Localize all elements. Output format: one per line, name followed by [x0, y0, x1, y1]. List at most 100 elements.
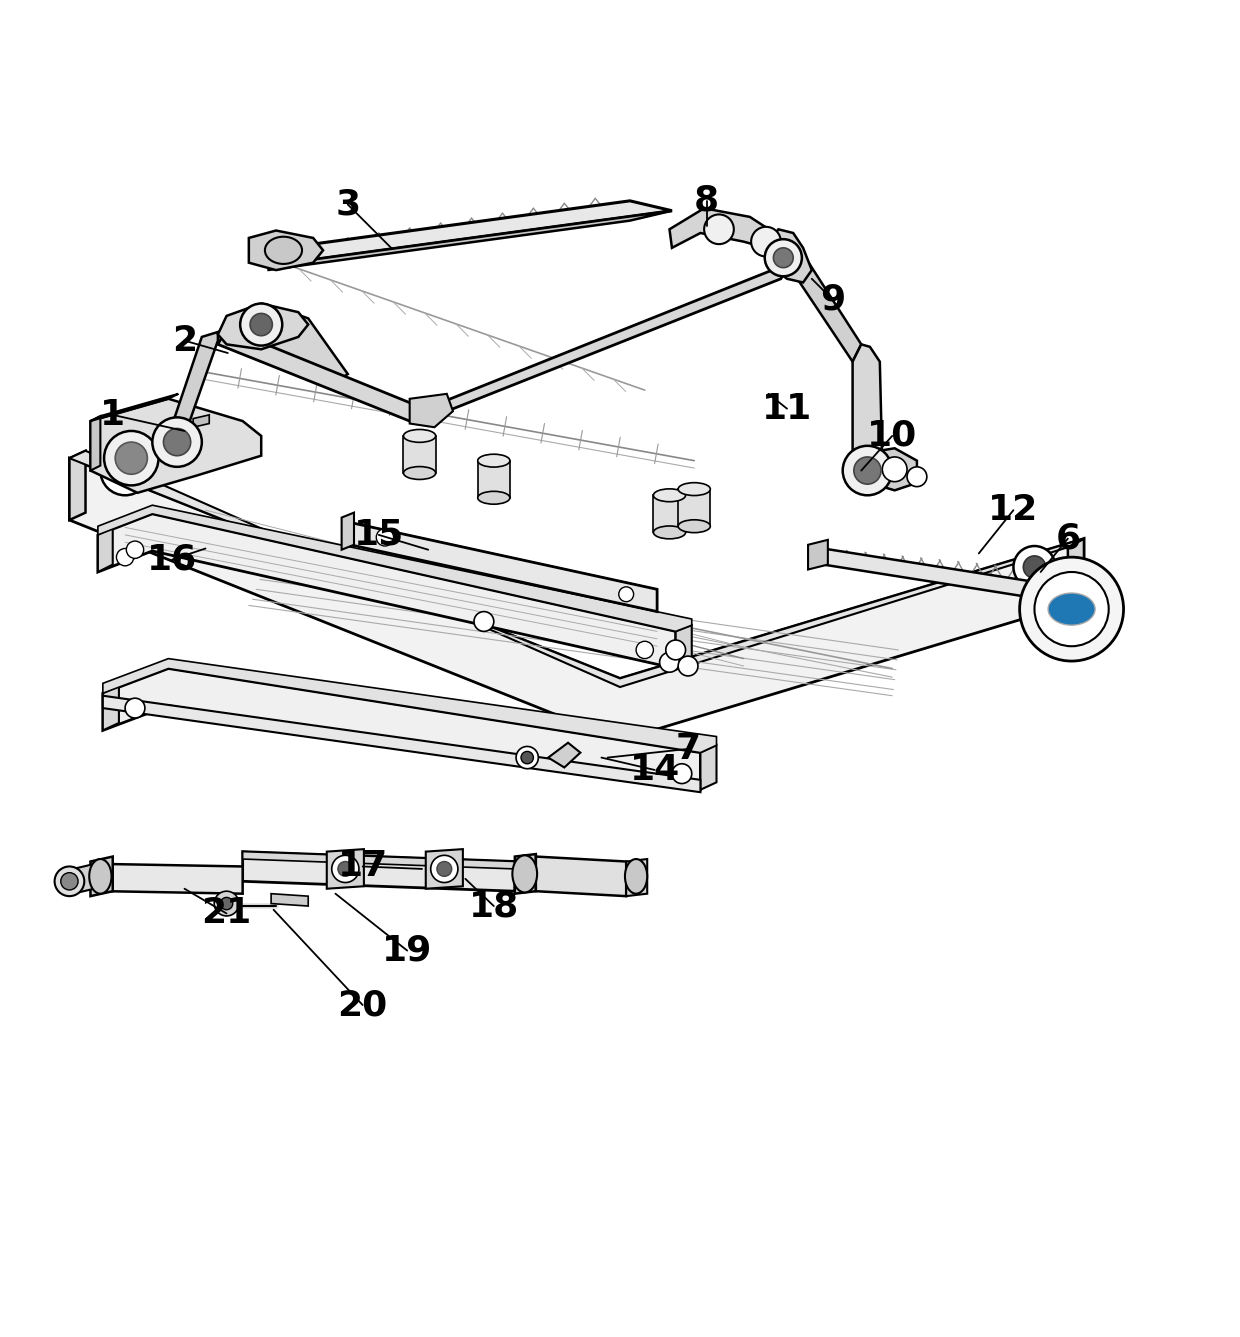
Ellipse shape [403, 467, 435, 480]
Text: 8: 8 [694, 183, 719, 218]
Circle shape [843, 445, 893, 495]
Polygon shape [342, 512, 353, 550]
Polygon shape [218, 303, 309, 349]
Text: 1: 1 [100, 398, 125, 432]
Polygon shape [98, 513, 676, 668]
Polygon shape [853, 345, 883, 473]
Text: 15: 15 [353, 517, 404, 552]
Ellipse shape [512, 856, 537, 892]
Text: 11: 11 [761, 392, 812, 425]
Circle shape [854, 457, 882, 484]
Circle shape [55, 866, 84, 896]
Polygon shape [69, 451, 1084, 687]
Text: 19: 19 [382, 933, 433, 968]
Polygon shape [775, 235, 794, 257]
Text: 3: 3 [335, 187, 361, 222]
Polygon shape [670, 209, 779, 250]
Circle shape [376, 528, 393, 545]
Polygon shape [69, 459, 1084, 741]
Polygon shape [73, 864, 94, 893]
Polygon shape [701, 745, 717, 790]
Circle shape [153, 417, 202, 467]
Ellipse shape [477, 491, 510, 504]
Polygon shape [169, 332, 218, 445]
Ellipse shape [265, 237, 303, 263]
Circle shape [1023, 556, 1045, 578]
Polygon shape [239, 310, 347, 386]
Circle shape [125, 698, 145, 718]
Circle shape [100, 445, 150, 495]
Circle shape [436, 861, 451, 876]
Ellipse shape [653, 525, 686, 539]
Polygon shape [91, 398, 262, 493]
Ellipse shape [678, 520, 711, 532]
Ellipse shape [1048, 594, 1095, 626]
Polygon shape [515, 854, 536, 893]
Text: 9: 9 [820, 283, 846, 317]
Polygon shape [403, 436, 435, 473]
Circle shape [883, 457, 906, 481]
Circle shape [250, 313, 273, 336]
Text: 16: 16 [148, 543, 197, 576]
Polygon shape [107, 864, 243, 893]
Circle shape [115, 443, 148, 475]
Polygon shape [849, 448, 916, 491]
Circle shape [751, 227, 781, 257]
Text: 6: 6 [1055, 521, 1080, 556]
Polygon shape [678, 489, 711, 527]
Polygon shape [327, 849, 363, 889]
Circle shape [430, 856, 458, 882]
Circle shape [221, 897, 233, 909]
Circle shape [241, 303, 283, 345]
Ellipse shape [625, 860, 647, 893]
Polygon shape [653, 495, 686, 532]
Polygon shape [91, 394, 179, 421]
Text: 20: 20 [337, 988, 388, 1021]
Polygon shape [626, 860, 647, 896]
Circle shape [339, 861, 352, 876]
Circle shape [660, 652, 680, 673]
Polygon shape [350, 523, 657, 611]
Circle shape [636, 642, 653, 659]
Polygon shape [816, 547, 1034, 598]
Text: 12: 12 [988, 493, 1039, 527]
Text: 2: 2 [172, 324, 197, 357]
Polygon shape [103, 686, 119, 730]
Polygon shape [98, 528, 113, 572]
Polygon shape [676, 626, 692, 668]
Circle shape [906, 467, 926, 487]
Polygon shape [794, 254, 862, 362]
Polygon shape [218, 329, 424, 424]
Circle shape [126, 541, 144, 559]
Circle shape [164, 428, 191, 456]
Ellipse shape [653, 489, 686, 501]
Ellipse shape [89, 860, 112, 893]
Circle shape [332, 856, 358, 882]
Polygon shape [272, 893, 309, 906]
Polygon shape [193, 414, 210, 428]
Ellipse shape [477, 455, 510, 467]
Polygon shape [422, 262, 791, 421]
Circle shape [61, 873, 78, 890]
Polygon shape [69, 451, 86, 520]
Polygon shape [91, 857, 113, 896]
Polygon shape [98, 505, 692, 631]
Circle shape [104, 431, 159, 485]
Polygon shape [536, 857, 626, 896]
Circle shape [1013, 545, 1055, 588]
Polygon shape [808, 540, 828, 570]
Polygon shape [103, 668, 701, 790]
Ellipse shape [678, 483, 711, 496]
Text: 17: 17 [337, 849, 388, 884]
Circle shape [521, 751, 533, 763]
Polygon shape [766, 229, 812, 282]
Polygon shape [477, 461, 510, 497]
Polygon shape [409, 394, 453, 428]
Text: 7: 7 [676, 731, 701, 766]
Circle shape [619, 587, 634, 602]
Polygon shape [249, 230, 324, 270]
Circle shape [666, 640, 686, 660]
Polygon shape [243, 852, 515, 892]
Text: 21: 21 [201, 897, 252, 931]
Circle shape [774, 247, 794, 267]
